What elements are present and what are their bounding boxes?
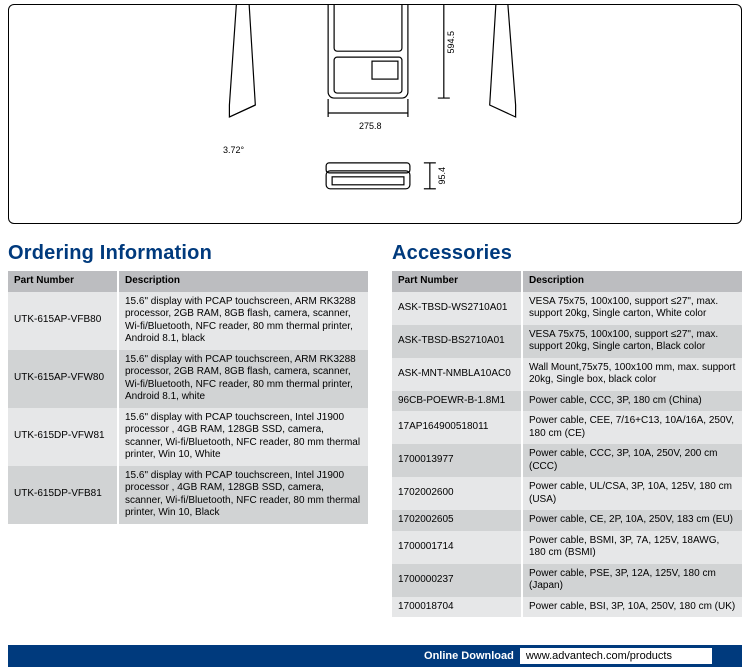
description: Power cable, BSMI, 3P, 7A, 125V, 18AWG, … — [522, 531, 742, 564]
part-number: 17AP164900518011 — [392, 411, 522, 444]
part-number: ASK-TBSD-WS2710A01 — [392, 292, 522, 325]
description: VESA 75x75, 100x100, support ≤27", max. … — [522, 325, 742, 358]
description: Power cable, CE, 2P, 10A, 250V, 183 cm (… — [522, 510, 742, 531]
part-number: 1700018704 — [392, 597, 522, 618]
table-row: 1700018704Power cable, BSI, 3P, 10A, 250… — [392, 597, 742, 618]
part-number: 1702002605 — [392, 510, 522, 531]
table-row: 1700000237Power cable, PSE, 3P, 12A, 125… — [392, 564, 742, 597]
description: Power cable, CEE, 7/16+C13, 10A/16A, 250… — [522, 411, 742, 444]
part-number: UTK-615AP-VFB80 — [8, 292, 118, 350]
table-row: 17AP164900518011Power cable, CEE, 7/16+C… — [392, 411, 742, 444]
table-row: 96CB-POEWR-B-1.8M1Power cable, CCC, 3P, … — [392, 391, 742, 412]
table-row: UTK-615AP-VFW8015.6" display with PCAP t… — [8, 350, 368, 408]
description: Power cable, BSI, 3P, 10A, 250V, 180 cm … — [522, 597, 742, 618]
part-number: UTK-615DP-VFB81 — [8, 466, 118, 524]
table-row: 1702002600Power cable, UL/CSA, 3P, 10A, … — [392, 477, 742, 510]
description: 15.6" display with PCAP touchscreen, ARM… — [118, 292, 368, 350]
part-number: 1702002600 — [392, 477, 522, 510]
table-row: 1700013977Power cable, CCC, 3P, 10A, 250… — [392, 444, 742, 477]
part-number: ASK-MNT-NMBLA10AC0 — [392, 358, 522, 391]
table-row: 1700001714Power cable, BSMI, 3P, 7A, 125… — [392, 531, 742, 564]
table-row: ASK-MNT-NMBLA10AC0Wall Mount,75x75, 100x… — [392, 358, 742, 391]
dim-width: 275.8 — [359, 121, 382, 131]
ordering-heading: Ordering Information — [8, 242, 368, 265]
ordering-col-pn: Part Number — [8, 271, 118, 292]
accessories-table: Part Number Description ASK-TBSD-WS2710A… — [392, 271, 742, 617]
description: Power cable, PSE, 3P, 12A, 125V, 180 cm … — [522, 564, 742, 597]
part-number: 1700001714 — [392, 531, 522, 564]
accessories-heading: Accessories — [392, 242, 742, 265]
ordering-col-desc: Description — [118, 271, 368, 292]
dimension-diagram: 3.72° 275.8 594.5 95.4 — [8, 4, 742, 224]
footer-url[interactable]: www.advantech.com/products — [520, 648, 712, 664]
description: VESA 75x75, 100x100, support ≤27", max. … — [522, 292, 742, 325]
accessories-col-pn: Part Number — [392, 271, 522, 292]
part-number: ASK-TBSD-BS2710A01 — [392, 325, 522, 358]
part-number: 1700013977 — [392, 444, 522, 477]
footer-bar: Online Download www.advantech.com/produc… — [8, 645, 742, 667]
table-row: UTK-615DP-VFB8115.6" display with PCAP t… — [8, 466, 368, 524]
part-number: UTK-615DP-VFW81 — [8, 408, 118, 466]
table-row: ASK-TBSD-BS2710A01VESA 75x75, 100x100, s… — [392, 325, 742, 358]
dim-height: 594.5 — [446, 31, 456, 54]
table-row: UTK-615AP-VFB8015.6" display with PCAP t… — [8, 292, 368, 350]
description: 15.6" display with PCAP touchscreen, Int… — [118, 466, 368, 524]
description: 15.6" display with PCAP touchscreen, Int… — [118, 408, 368, 466]
accessories-section: Accessories Part Number Description ASK-… — [392, 242, 742, 617]
table-row: 1702002605Power cable, CE, 2P, 10A, 250V… — [392, 510, 742, 531]
part-number: 96CB-POEWR-B-1.8M1 — [392, 391, 522, 412]
table-row: ASK-TBSD-WS2710A01VESA 75x75, 100x100, s… — [392, 292, 742, 325]
dim-base-height: 95.4 — [437, 167, 447, 185]
accessories-col-desc: Description — [522, 271, 742, 292]
ordering-table: Part Number Description UTK-615AP-VFB801… — [8, 271, 368, 524]
footer-label: Online Download — [424, 650, 514, 662]
table-row: UTK-615DP-VFW8115.6" display with PCAP t… — [8, 408, 368, 466]
part-number: UTK-615AP-VFW80 — [8, 350, 118, 408]
description: Wall Mount,75x75, 100x100 mm, max. suppo… — [522, 358, 742, 391]
part-number: 1700000237 — [392, 564, 522, 597]
description: Power cable, UL/CSA, 3P, 10A, 125V, 180 … — [522, 477, 742, 510]
ordering-section: Ordering Information Part Number Descrip… — [8, 242, 368, 617]
description: Power cable, CCC, 3P, 180 cm (China) — [522, 391, 742, 412]
description: Power cable, CCC, 3P, 10A, 250V, 200 cm … — [522, 444, 742, 477]
description: 15.6" display with PCAP touchscreen, ARM… — [118, 350, 368, 408]
dim-angle: 3.72° — [223, 145, 244, 155]
